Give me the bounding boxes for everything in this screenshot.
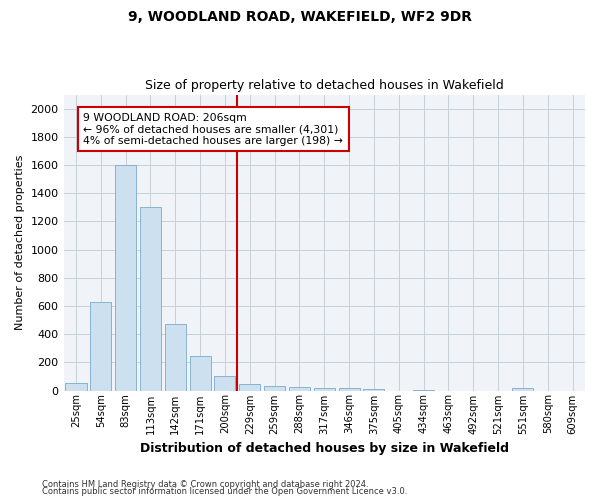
Bar [115,165,136,390]
Text: 9 WOODLAND ROAD: 206sqm
← 96% of detached houses are smaller (4,301)
4% of semi-: 9 WOODLAND ROAD: 206sqm ← 96% of detache… [83,113,343,146]
Bar [140,208,161,390]
X-axis label: Distribution of detached houses by size in Wakefield: Distribution of detached houses by size … [140,442,509,455]
Bar [190,356,211,390]
Text: 9, WOODLAND ROAD, WAKEFIELD, WF2 9DR: 9, WOODLAND ROAD, WAKEFIELD, WF2 9DR [128,10,472,24]
Bar [314,388,335,390]
Y-axis label: Number of detached properties: Number of detached properties [15,155,25,330]
Bar [165,324,186,390]
Bar [289,387,310,390]
Bar [239,384,260,390]
Bar [214,376,235,390]
Bar [512,388,533,390]
Text: Contains HM Land Registry data © Crown copyright and database right 2024.: Contains HM Land Registry data © Crown c… [42,480,368,489]
Bar [65,384,86,390]
Bar [364,389,385,390]
Bar [90,302,112,390]
Title: Size of property relative to detached houses in Wakefield: Size of property relative to detached ho… [145,79,503,92]
Text: Contains public sector information licensed under the Open Government Licence v3: Contains public sector information licen… [42,488,407,496]
Bar [338,388,359,390]
Bar [264,386,285,390]
